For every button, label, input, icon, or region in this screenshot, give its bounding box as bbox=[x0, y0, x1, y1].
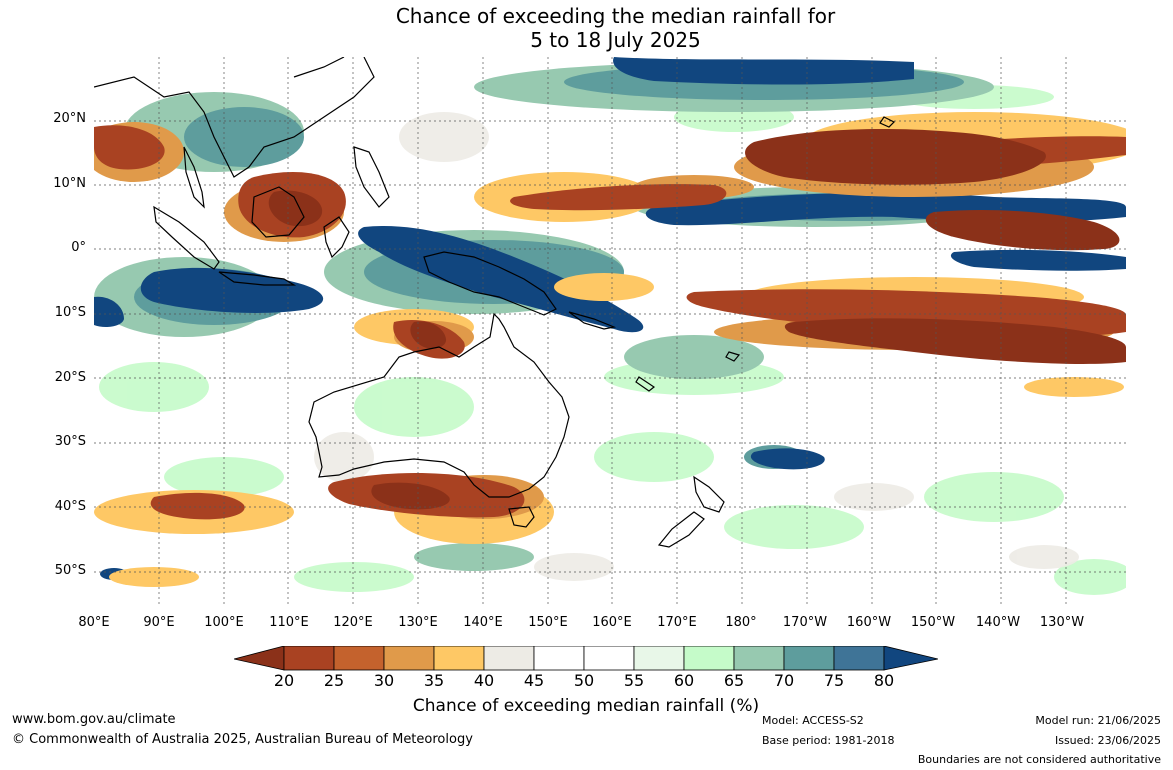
colorbar-swatch-25-30 bbox=[333, 646, 385, 671]
colorbar-label: Chance of exceeding median rainfall (%) bbox=[412, 696, 760, 716]
lon-label-170e: 170°E bbox=[657, 615, 697, 630]
colorbar-swatch-70-75 bbox=[783, 646, 835, 671]
new-zealand-south-coast bbox=[657, 511, 705, 548]
lon-label-160w: 160°W bbox=[846, 615, 892, 630]
solomon-islands-coast bbox=[568, 311, 617, 330]
colorbar-swatch-60-65 bbox=[683, 646, 735, 671]
lon-label-120e: 120°E bbox=[333, 615, 373, 630]
issued-date: Issued: 23/06/2025 bbox=[1054, 734, 1161, 747]
malay-peninsula-coast bbox=[183, 146, 205, 209]
new-caledonia-coast bbox=[635, 376, 656, 392]
java-coast bbox=[218, 271, 297, 286]
map-title: Chance of exceeding the median rainfall … bbox=[0, 4, 1173, 52]
lon-label-110e: 110°E bbox=[269, 615, 309, 630]
graticule bbox=[94, 57, 1126, 604]
colorbar-tick-25: 25 bbox=[323, 671, 345, 690]
new-zealand-north-coast bbox=[693, 475, 725, 513]
website-link[interactable]: www.bom.gov.au/climate bbox=[12, 712, 176, 727]
lon-label-140w: 140°W bbox=[975, 615, 1021, 630]
colorbar-tick-80: 80 bbox=[873, 671, 895, 690]
colorbar-tick-30: 30 bbox=[373, 671, 395, 690]
lon-label-130w: 130°W bbox=[1039, 615, 1085, 630]
sulawesi-coast bbox=[323, 216, 350, 259]
lon-label-180: 180° bbox=[725, 615, 757, 630]
colorbar-swatch-40-45 bbox=[483, 646, 535, 671]
sumatra-coast bbox=[153, 205, 220, 270]
colorbar-swatch-65-70 bbox=[733, 646, 785, 671]
lon-label-140e: 140°E bbox=[463, 615, 503, 630]
lon-label-170w: 170°W bbox=[782, 615, 828, 630]
coastlines bbox=[94, 57, 896, 548]
colorbar-swatch-50-55 bbox=[583, 646, 635, 671]
model-name: Model: ACCESS-S2 bbox=[762, 714, 864, 727]
colorbar-tick-60: 60 bbox=[673, 671, 695, 690]
copyright-text: © Commonwealth of Australia 2025, Austra… bbox=[12, 732, 473, 747]
colorbar-tick-50: 50 bbox=[573, 671, 595, 690]
colorbar bbox=[234, 646, 938, 671]
lon-label-150e: 150°E bbox=[528, 615, 568, 630]
lon-label-150w: 150°W bbox=[910, 615, 956, 630]
philippines-coast bbox=[353, 146, 390, 208]
colorbar-swatch-30-35 bbox=[383, 646, 435, 671]
colorbar-low-arrow bbox=[234, 646, 285, 671]
lon-label-80e: 80°E bbox=[78, 615, 110, 630]
colorbar-tick-40: 40 bbox=[473, 671, 495, 690]
title-line-1: Chance of exceeding the median rainfall … bbox=[395, 4, 836, 28]
grey-fields bbox=[314, 112, 1079, 581]
colorbar-swatch-45-50 bbox=[533, 646, 585, 671]
boundaries-disclaimer: Boundaries are not considered authoritat… bbox=[917, 753, 1161, 766]
dark-brown-fields bbox=[268, 129, 1126, 510]
lat-label-20s: 20°S bbox=[54, 370, 86, 385]
lon-label-100e: 100°E bbox=[204, 615, 244, 630]
base-period: Base period: 1981-2018 bbox=[762, 734, 895, 747]
colorbar-tick-75: 75 bbox=[823, 671, 845, 690]
borneo-coast bbox=[251, 186, 305, 238]
lon-label-130e: 130°E bbox=[398, 615, 438, 630]
lat-label-30s: 30°S bbox=[54, 434, 86, 449]
lat-label-20n: 20°N bbox=[53, 111, 86, 126]
model-run-date: Model run: 21/06/2025 bbox=[1035, 714, 1161, 727]
colorbar-swatch-20-25 bbox=[283, 646, 335, 671]
colorbar-swatch-35-40 bbox=[433, 646, 485, 671]
colorbar-high-arrow bbox=[883, 646, 938, 671]
colorbar-tick-20: 20 bbox=[273, 671, 295, 690]
fiji-coast bbox=[725, 351, 741, 362]
colorbar-swatch-55-60 bbox=[633, 646, 685, 671]
new-guinea-coast bbox=[423, 251, 557, 316]
lat-label-10n: 10°N bbox=[53, 176, 86, 191]
japan-coast bbox=[293, 57, 345, 78]
lat-label-50s: 50°S bbox=[54, 563, 86, 578]
lon-label-160e: 160°E bbox=[592, 615, 632, 630]
australia-coast bbox=[308, 312, 570, 498]
colorbar-tick-65: 65 bbox=[723, 671, 745, 690]
colorbar-tick-45: 45 bbox=[523, 671, 545, 690]
title-line-2: 5 to 18 July 2025 bbox=[530, 28, 701, 52]
colorbar-tick-35: 35 bbox=[423, 671, 445, 690]
lat-label-40s: 40°S bbox=[54, 499, 86, 514]
colorbar-tick-70: 70 bbox=[773, 671, 795, 690]
lon-label-90e: 90°E bbox=[143, 615, 175, 630]
tasmania-coast bbox=[508, 506, 535, 528]
colorbar-swatch-75-80 bbox=[833, 646, 885, 671]
asia-coast bbox=[94, 57, 375, 178]
lat-label-10s: 10°S bbox=[54, 305, 86, 320]
colorbar-tick-55: 55 bbox=[623, 671, 645, 690]
rainfall-map bbox=[94, 57, 1126, 604]
hawaii-coast bbox=[879, 116, 896, 128]
lat-label-equator: 0° bbox=[71, 240, 86, 255]
